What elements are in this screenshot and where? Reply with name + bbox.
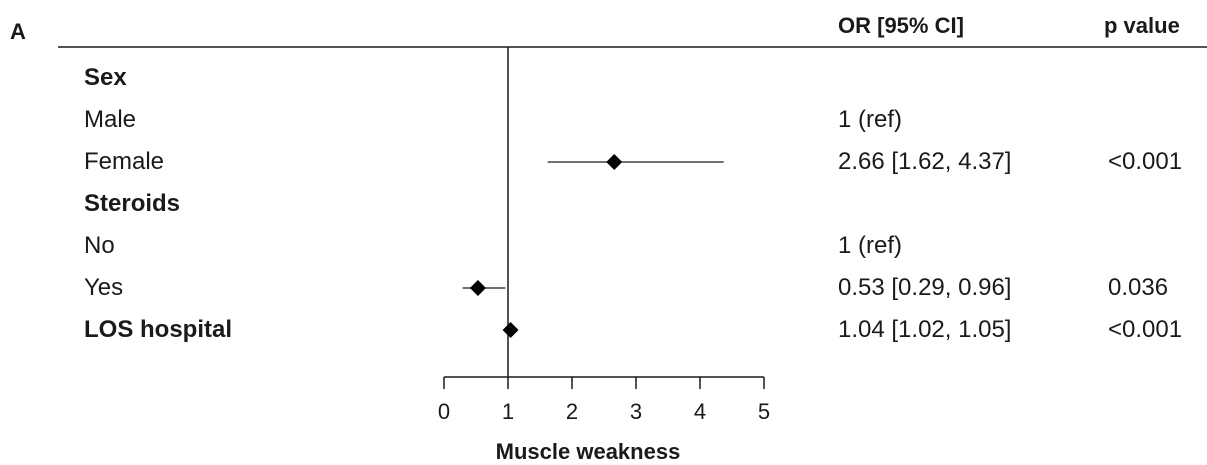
row-label: Yes xyxy=(84,274,124,301)
or-ci-value: 1 (ref) xyxy=(838,232,903,259)
point-estimate xyxy=(502,322,519,338)
p-value: 0.036 xyxy=(1108,274,1169,301)
row-label: LOS hospital xyxy=(84,316,233,343)
panel-label: A xyxy=(10,19,26,44)
x-tick-label: 2 xyxy=(566,399,578,424)
or-ci-value: 0.53 [0.29, 0.96] xyxy=(838,274,1012,301)
row-label: Sex xyxy=(84,64,127,91)
x-tick-label: 3 xyxy=(630,399,642,424)
point-estimate xyxy=(469,280,486,296)
or-ci-value: 2.66 [1.62, 4.37] xyxy=(838,148,1012,175)
row-label: Female xyxy=(84,148,165,175)
x-tick-label: 1 xyxy=(502,399,514,424)
row-label: Male xyxy=(84,106,137,133)
p-value: <0.001 xyxy=(1108,316,1183,343)
x-axis-label: Muscle weakness xyxy=(496,439,681,464)
or-ci-header: OR [95% CI] xyxy=(838,13,964,38)
row-label: No xyxy=(84,232,115,259)
row-label: Steroids xyxy=(84,190,181,217)
p-value-header: p value xyxy=(1104,13,1180,38)
point-estimate xyxy=(606,154,623,170)
x-tick-label: 5 xyxy=(758,399,770,424)
x-tick-label: 0 xyxy=(438,399,450,424)
or-ci-value: 1.04 [1.02, 1.05] xyxy=(838,316,1012,343)
p-value: <0.001 xyxy=(1108,148,1183,175)
or-ci-value: 1 (ref) xyxy=(838,106,903,133)
x-tick-label: 4 xyxy=(694,399,706,424)
